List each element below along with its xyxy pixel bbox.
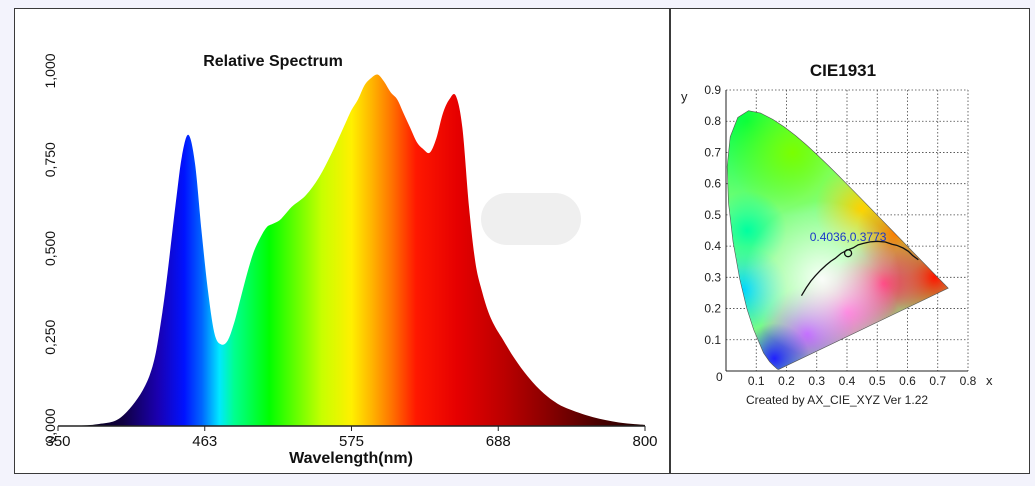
overlay-pill <box>481 193 581 245</box>
spectrum-x-tick-label: 575 <box>339 433 364 450</box>
spectrum-x-ticks: 350 463 575 688 800 <box>45 426 658 450</box>
spectrum-chart: Relative Spectrum 350 463 575 688 800 0,0000… <box>42 53 658 467</box>
spectrum-x-tick-label: 800 <box>632 433 657 450</box>
spectrum-x-tick-label: 350 <box>45 433 70 450</box>
panel-divider <box>669 8 671 474</box>
spectrum-y-ticks: 0,000 0,250 0,500 0,750 1,000 <box>42 53 58 443</box>
spectrum-y-tick-label: 0,250 <box>42 320 58 355</box>
spectrum-title: Relative Spectrum <box>203 53 343 70</box>
spectrum-y-tick-label: 0,000 <box>42 408 58 443</box>
spectrum-x-label: Wavelength(nm) <box>289 450 413 467</box>
spectrum-y-tick-label: 0,750 <box>42 142 58 177</box>
spectrum-y-tick-label: 1,000 <box>42 53 58 88</box>
spectrum-x-tick-label: 688 <box>486 433 511 450</box>
spectrum-x-tick-label: 463 <box>192 433 217 450</box>
spectrum-y-tick-label: 0,500 <box>42 231 58 266</box>
spectrum-area <box>58 74 645 426</box>
